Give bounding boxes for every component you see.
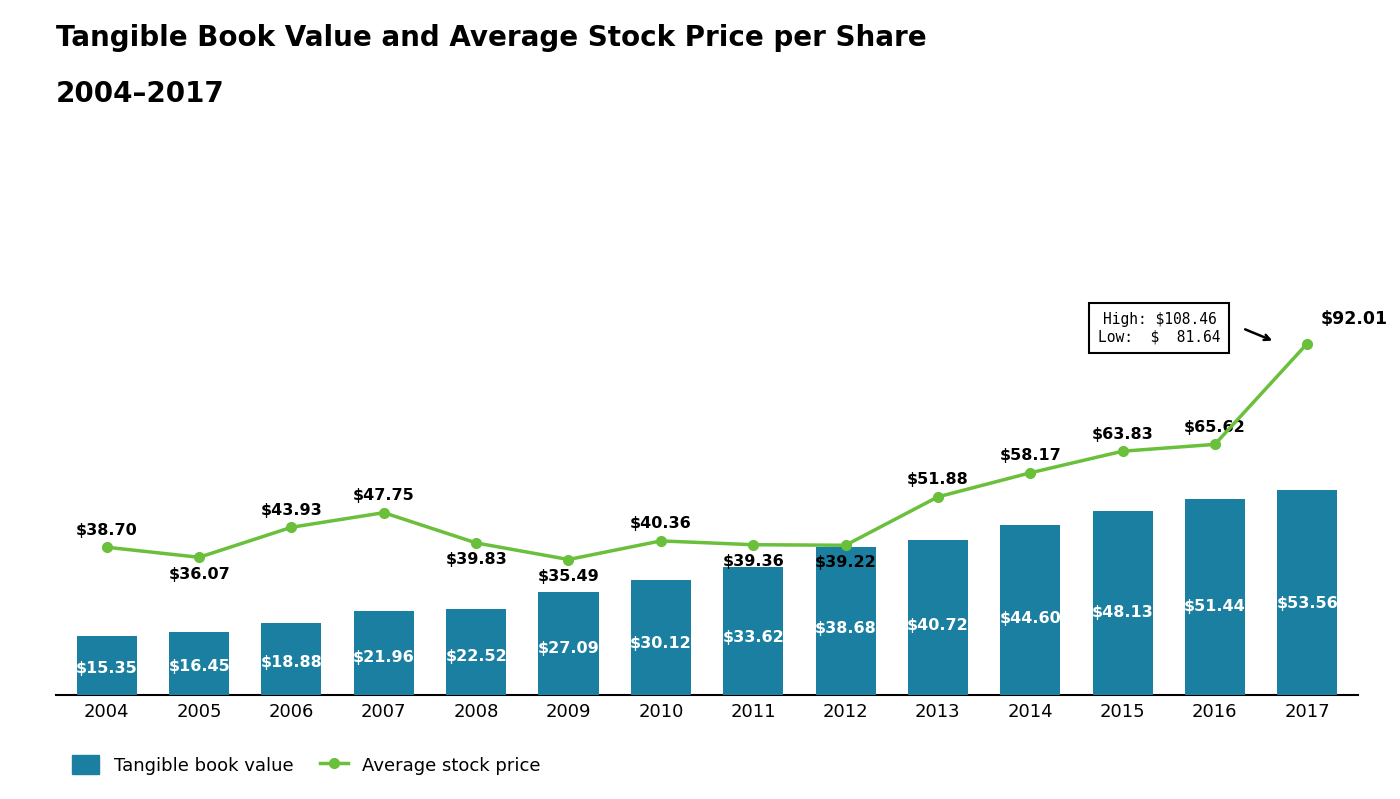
Bar	[447, 609, 507, 695]
Text: $30.12: $30.12	[630, 636, 692, 651]
Bar	[1000, 525, 1060, 695]
Text: $44.60: $44.60	[1000, 611, 1061, 626]
Text: $27.09: $27.09	[538, 641, 599, 656]
Text: $51.44: $51.44	[1184, 599, 1246, 614]
Text: $38.70: $38.70	[76, 523, 137, 538]
Text: $48.13: $48.13	[1092, 605, 1154, 620]
Text: $40.72: $40.72	[907, 618, 969, 633]
Bar	[169, 632, 230, 695]
Text: 2004–2017: 2004–2017	[56, 80, 225, 108]
Bar	[1092, 511, 1152, 695]
Text: $38.68: $38.68	[815, 621, 876, 636]
Text: $16.45: $16.45	[168, 659, 230, 674]
Text: $21.96: $21.96	[353, 650, 414, 665]
Text: $51.88: $51.88	[907, 472, 969, 487]
Text: $92.01: $92.01	[1322, 310, 1389, 328]
Bar	[354, 611, 414, 695]
Text: Tangible Book Value and Average Stock Price per Share: Tangible Book Value and Average Stock Pr…	[56, 24, 927, 52]
Text: $63.83: $63.83	[1092, 427, 1154, 442]
Text: $33.62: $33.62	[722, 630, 784, 645]
Text: $43.93: $43.93	[260, 503, 322, 518]
Text: $53.56: $53.56	[1277, 595, 1338, 610]
Bar	[262, 623, 322, 695]
Text: $40.36: $40.36	[630, 516, 692, 531]
Text: $39.36: $39.36	[722, 555, 784, 569]
Text: $36.07: $36.07	[168, 566, 230, 582]
Bar	[816, 547, 875, 695]
Text: $18.88: $18.88	[260, 655, 322, 670]
Text: $39.22: $39.22	[815, 555, 876, 570]
Bar	[907, 539, 967, 695]
Bar	[631, 580, 690, 695]
Bar	[539, 591, 599, 695]
Text: $35.49: $35.49	[538, 569, 599, 584]
Text: $47.75: $47.75	[353, 488, 414, 503]
Bar	[77, 637, 137, 695]
Bar	[724, 566, 783, 695]
Text: $65.62: $65.62	[1184, 419, 1246, 435]
Bar	[1184, 499, 1245, 695]
Text: High: $108.46
Low:  $  81.64: High: $108.46 Low: $ 81.64	[1098, 312, 1221, 344]
Text: $15.35: $15.35	[76, 662, 137, 676]
Bar	[1277, 491, 1337, 695]
Text: $39.83: $39.83	[445, 552, 507, 567]
Legend: Tangible book value, Average stock price: Tangible book value, Average stock price	[64, 748, 547, 782]
Text: $22.52: $22.52	[445, 649, 507, 664]
Text: $58.17: $58.17	[1000, 448, 1061, 463]
